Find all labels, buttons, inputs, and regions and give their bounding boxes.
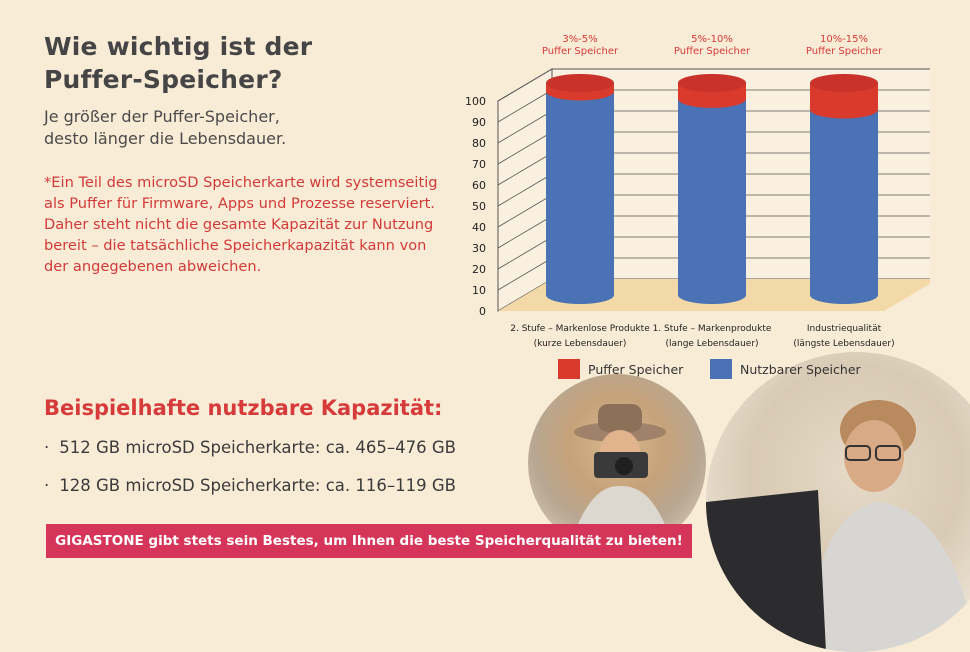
- page-title: Wie wichtig ist der Puffer-Speicher?: [44, 30, 312, 96]
- chart-gridline-side: [497, 68, 553, 102]
- legend-swatch-nutzbar: [710, 359, 732, 379]
- subtitle: Je größer der Puffer-Speicher, desto län…: [44, 106, 286, 150]
- page-title-line-1: Wie wichtig ist der: [44, 32, 313, 61]
- chart-y-tick-label: 60: [472, 179, 486, 192]
- chart-y-tick-label: 20: [472, 263, 486, 276]
- chart-top-label: 5%-10%: [691, 34, 733, 45]
- chart-gridline-side: [497, 110, 553, 144]
- chart-top-label: Puffer Speicher: [542, 46, 619, 57]
- chart-x-tick-label: (lange Lebensdauer): [665, 339, 758, 349]
- chart-y-tick-label: 70: [472, 158, 486, 171]
- subtitle-line-1: Je größer der Puffer-Speicher,: [44, 107, 280, 126]
- bar-nutzbar: [810, 109, 878, 304]
- legend-swatch-puffer: [558, 359, 580, 379]
- chart-y-tick-label: 30: [472, 242, 486, 255]
- buffer-note: *Ein Teil des microSD Speicherkarte wird…: [44, 174, 438, 275]
- chart-gridline-side: [497, 173, 553, 207]
- bar-puffer: [810, 83, 878, 119]
- capacity-title: Beispielhafte nutzbare Kapazität:: [44, 396, 443, 420]
- chart-gridline-side: [497, 236, 553, 270]
- chart-gridline-side: [497, 194, 553, 228]
- chart-top-label: 3%-5%: [562, 34, 597, 45]
- chart-x-tick-label: (kurze Lebensdauer): [534, 339, 627, 349]
- laptop-user-photo: [706, 352, 970, 652]
- capacity-item: · 128 GB microSD Speicherkarte: ca. 116–1…: [44, 476, 456, 495]
- chart-y-tick-label: 50: [472, 200, 486, 213]
- chart-y-tick-label: 10: [472, 284, 486, 297]
- chart-gridline-side: [497, 131, 553, 165]
- bar-nutzbar: [546, 91, 614, 304]
- promo-banner: GIGASTONE gibt stets sein Bestes, um Ihn…: [46, 524, 692, 558]
- legend-label-nutzbar: Nutzbarer Speicher: [740, 361, 861, 377]
- chart-gridline-side: [497, 257, 553, 291]
- bullet-dot: ·: [44, 476, 50, 495]
- capacity-item-text: 512 GB microSD Speicherkarte: ca. 465–47…: [59, 438, 456, 457]
- legend-label-puffer: Puffer Speicher: [588, 361, 684, 377]
- chart-x-tick-label: (längste Lebensdauer): [793, 339, 894, 349]
- chart-x-tick-label: 2. Stufe – Markenlose Produkte: [510, 324, 650, 334]
- buffer-chart: 0 10 20 30 40 50 60 70 80 90 100 2. Stufe – Markenl…: [465, 34, 930, 349]
- chart-top-label: Puffer Speicher: [674, 46, 751, 57]
- laptop-user-figure: [706, 400, 970, 652]
- bar-top-cap: [546, 74, 614, 92]
- bullet-dot: ·: [44, 438, 50, 457]
- chart-gridline-side: [497, 89, 553, 123]
- chart-top-label: Puffer Speicher: [806, 46, 883, 57]
- chart-y-tick-label: 0: [479, 305, 486, 318]
- chart-x-tick-label: Industriequalität: [807, 324, 882, 334]
- bar-top-cap: [678, 74, 746, 92]
- chart-x-tick-label: 1. Stufe – Markenprodukte: [653, 324, 772, 334]
- chart-y-tick-label: 40: [472, 221, 486, 234]
- capacity-item-text: 128 GB microSD Speicherkarte: ca. 116–11…: [59, 476, 456, 495]
- chart-gridline-side: [497, 215, 553, 249]
- chart-top-label: 10%-15%: [820, 34, 868, 45]
- chart-y-tick-label: 100: [465, 95, 486, 108]
- bar-top-cap: [810, 74, 878, 92]
- chart-y-tick-label: 90: [472, 116, 486, 129]
- capacity-item: · 512 GB microSD Speicherkarte: ca. 465–4…: [44, 438, 456, 457]
- legend-item-nutzbar: Nutzbarer Speicher: [710, 359, 861, 379]
- chart-gridline-side: [497, 152, 553, 186]
- subtitle-line-2: desto länger die Lebensdauer.: [44, 129, 287, 148]
- page-title-line-2: Puffer-Speicher?: [44, 65, 283, 94]
- legend-item-puffer: Puffer Speicher: [558, 359, 683, 379]
- bar-nutzbar: [678, 98, 746, 305]
- chart-y-tick-label: 80: [472, 137, 486, 150]
